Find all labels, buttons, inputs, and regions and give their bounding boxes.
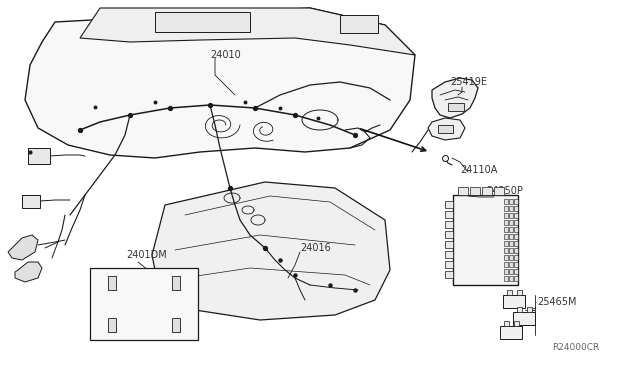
Bar: [504, 206, 508, 211]
Bar: [445, 221, 453, 228]
Bar: [513, 312, 535, 325]
Bar: [108, 318, 116, 332]
Bar: [504, 227, 508, 232]
Bar: [340, 15, 378, 33]
Polygon shape: [25, 8, 415, 158]
Bar: [504, 241, 508, 246]
Bar: [509, 220, 513, 225]
Text: 24010: 24010: [210, 50, 241, 60]
Bar: [172, 318, 180, 332]
Bar: [504, 269, 508, 274]
Bar: [514, 321, 519, 326]
Bar: [504, 213, 508, 218]
Bar: [509, 227, 513, 232]
Bar: [458, 187, 468, 195]
Bar: [509, 262, 513, 267]
Polygon shape: [15, 262, 42, 282]
Polygon shape: [8, 235, 38, 260]
Bar: [504, 276, 508, 281]
Polygon shape: [432, 78, 478, 118]
Bar: [514, 276, 518, 281]
Bar: [500, 326, 522, 339]
Bar: [517, 290, 522, 295]
Bar: [445, 271, 453, 278]
Bar: [507, 290, 512, 295]
Bar: [445, 211, 453, 218]
Text: 24110A: 24110A: [460, 165, 497, 175]
Bar: [509, 234, 513, 239]
Text: 24350P: 24350P: [486, 186, 523, 196]
Bar: [445, 251, 453, 258]
Bar: [470, 187, 480, 195]
Bar: [514, 227, 518, 232]
Polygon shape: [152, 182, 390, 320]
Bar: [514, 206, 518, 211]
Text: 25465M: 25465M: [537, 297, 577, 307]
Bar: [517, 307, 522, 312]
Bar: [108, 276, 116, 290]
Bar: [445, 231, 453, 238]
Bar: [482, 187, 492, 195]
Text: 2401DM: 2401DM: [126, 250, 167, 260]
Polygon shape: [428, 118, 465, 140]
Bar: [514, 248, 518, 253]
Bar: [448, 103, 464, 111]
Bar: [453, 195, 518, 285]
Text: 24016: 24016: [300, 243, 331, 253]
Bar: [514, 262, 518, 267]
Bar: [514, 213, 518, 218]
Bar: [504, 199, 508, 204]
Bar: [514, 220, 518, 225]
Bar: [28, 148, 50, 164]
Bar: [509, 276, 513, 281]
Bar: [22, 195, 40, 208]
Bar: [445, 261, 453, 268]
Bar: [509, 248, 513, 253]
Bar: [514, 269, 518, 274]
Bar: [155, 12, 250, 32]
Text: R24000CR: R24000CR: [552, 343, 599, 352]
Bar: [504, 321, 509, 326]
Bar: [172, 276, 180, 290]
Bar: [509, 255, 513, 260]
Bar: [514, 241, 518, 246]
Bar: [504, 220, 508, 225]
Bar: [509, 206, 513, 211]
Bar: [514, 255, 518, 260]
Bar: [509, 199, 513, 204]
Bar: [504, 255, 508, 260]
Bar: [504, 234, 508, 239]
Bar: [494, 187, 504, 195]
Bar: [90, 268, 198, 340]
Polygon shape: [80, 8, 415, 55]
Bar: [438, 125, 453, 133]
Bar: [504, 248, 508, 253]
Bar: [503, 295, 525, 308]
Bar: [509, 213, 513, 218]
Bar: [509, 269, 513, 274]
Text: 25419E: 25419E: [450, 77, 487, 87]
Bar: [509, 241, 513, 246]
Bar: [527, 307, 532, 312]
Bar: [445, 201, 453, 208]
Bar: [514, 234, 518, 239]
Bar: [504, 262, 508, 267]
Bar: [514, 199, 518, 204]
Bar: [445, 241, 453, 248]
